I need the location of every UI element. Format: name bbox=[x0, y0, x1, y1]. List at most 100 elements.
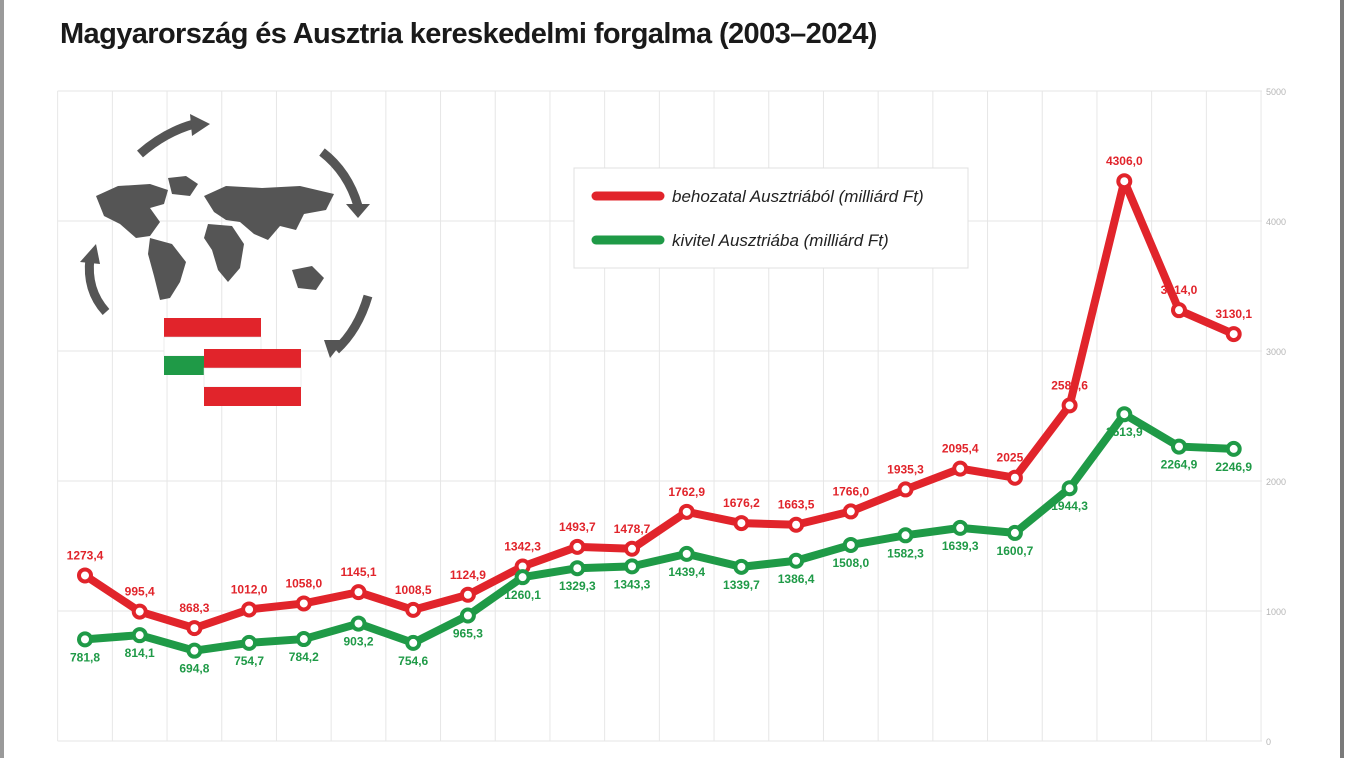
x-tick-label: 2004 bbox=[124, 755, 155, 758]
x-tick-label: 2014 bbox=[671, 755, 702, 758]
x-tick-label: 2005 bbox=[179, 755, 210, 758]
data-point-export bbox=[131, 627, 148, 644]
x-tick-label: 2010 bbox=[452, 755, 483, 758]
data-label-import: 4306,0 bbox=[1106, 154, 1143, 168]
x-tick-label: 2019 bbox=[945, 755, 976, 758]
data-point-import bbox=[77, 567, 93, 584]
y-tick-label: 2000 bbox=[1266, 477, 1286, 487]
data-label-export: 1439,4 bbox=[668, 565, 705, 579]
data-label-export: 754,7 bbox=[234, 654, 264, 668]
data-point-import bbox=[1225, 326, 1242, 343]
data-point-export bbox=[514, 569, 531, 586]
data-point-import bbox=[1116, 173, 1133, 190]
data-label-export: 1343,3 bbox=[614, 577, 651, 591]
x-tick-label: 2011 bbox=[507, 755, 538, 758]
x-tick-label: 2024 bbox=[1218, 755, 1249, 758]
chart-title: Magyarország és Ausztria kereskedelmi fo… bbox=[60, 18, 877, 50]
data-label-export: 1329,3 bbox=[559, 579, 596, 593]
data-label-export: 784,2 bbox=[289, 650, 319, 664]
data-point-export bbox=[624, 558, 640, 575]
data-point-export bbox=[405, 634, 422, 651]
x-tick-label: 2003 bbox=[69, 755, 100, 758]
data-label-import: 2025,4 bbox=[997, 451, 1034, 465]
series-line-import bbox=[81, 177, 1238, 633]
data-label-import: 1145,1 bbox=[340, 565, 376, 579]
data-point-export bbox=[350, 615, 367, 632]
data-point-import bbox=[788, 516, 805, 533]
data-label-export: 694,8 bbox=[179, 662, 209, 676]
data-point-export bbox=[241, 634, 258, 651]
frame-left-border bbox=[0, 0, 4, 758]
x-tick-label: 2016 bbox=[781, 755, 812, 758]
data-point-export bbox=[733, 558, 750, 575]
data-label-export: 1944,3 bbox=[1051, 499, 1088, 513]
x-tick-label: 2022 bbox=[1109, 755, 1140, 758]
data-label-export: 1508,0 bbox=[832, 556, 869, 570]
data-point-export bbox=[1061, 480, 1078, 497]
data-label-export: 965,3 bbox=[453, 627, 483, 641]
data-point-export bbox=[952, 519, 969, 536]
data-point-import bbox=[842, 503, 859, 520]
data-point-export bbox=[897, 527, 914, 544]
x-tick-label: 2009 bbox=[398, 755, 429, 758]
x-tick-label: 2020 bbox=[999, 755, 1030, 758]
data-label-export: 2513,9 bbox=[1106, 425, 1143, 439]
world-map-icon bbox=[96, 176, 334, 300]
data-label-import: 1935,3 bbox=[887, 462, 924, 476]
data-label-import: 1766,0 bbox=[832, 484, 869, 498]
legend-label-import: behozatal Ausztriából (milliárd Ft) bbox=[672, 187, 924, 206]
data-label-export: 903,2 bbox=[343, 635, 373, 649]
data-label-export: 1386,4 bbox=[778, 572, 815, 586]
data-point-export bbox=[1225, 440, 1242, 457]
data-label-import: 1012,0 bbox=[231, 582, 268, 596]
chart-legend: behozatal Ausztriából (milliárd Ft) kivi… bbox=[573, 167, 969, 269]
x-tick-label: 2007 bbox=[288, 755, 319, 758]
data-label-export: 781,8 bbox=[70, 650, 100, 664]
data-point-import bbox=[569, 538, 586, 555]
data-point-export bbox=[842, 536, 859, 553]
data-label-import: 1478,7 bbox=[614, 522, 651, 536]
x-tick-label: 2017 bbox=[835, 755, 866, 758]
data-label-import: 1762,9 bbox=[668, 485, 705, 499]
x-tick-label: 2012 bbox=[562, 755, 593, 758]
y-tick-label: 4000 bbox=[1266, 217, 1286, 227]
illustration bbox=[80, 114, 373, 406]
data-label-import: 1124,9 bbox=[450, 568, 486, 582]
x-tick-label: 2013 bbox=[616, 755, 647, 758]
data-point-export bbox=[1006, 524, 1023, 541]
data-point-import bbox=[131, 603, 148, 620]
data-point-export bbox=[569, 560, 586, 577]
y-tick-label: 3000 bbox=[1266, 347, 1286, 357]
data-point-import bbox=[1006, 469, 1023, 486]
x-tick-label: 2023 bbox=[1163, 755, 1194, 758]
x-tick-label: 2006 bbox=[234, 755, 265, 758]
series-line-export bbox=[81, 410, 1238, 655]
data-label-export: 754,6 bbox=[398, 654, 428, 668]
data-label-import: 3314,0 bbox=[1161, 283, 1198, 297]
data-point-export bbox=[459, 607, 476, 624]
arrow-heads bbox=[80, 114, 370, 358]
x-tick-label: 2021 bbox=[1054, 755, 1085, 758]
data-label-import: 1676,2 bbox=[723, 496, 760, 510]
data-point-import bbox=[186, 620, 203, 637]
circular-arrows-icon bbox=[84, 119, 373, 354]
data-point-import bbox=[241, 601, 258, 618]
data-label-export: 1582,3 bbox=[887, 546, 924, 560]
data-point-import bbox=[1171, 302, 1187, 319]
data-point-import bbox=[1061, 397, 1078, 414]
y-tick-label: 5000 bbox=[1266, 87, 1286, 97]
data-label-export: 814,1 bbox=[125, 646, 155, 660]
data-point-import bbox=[678, 503, 695, 520]
data-point-import bbox=[952, 460, 969, 477]
x-tick-label: 2008 bbox=[343, 755, 374, 758]
data-label-import: 1493,7 bbox=[559, 520, 596, 534]
data-point-import bbox=[295, 595, 312, 612]
data-point-export bbox=[295, 631, 312, 648]
data-label-export: 2246,9 bbox=[1215, 460, 1252, 474]
x-tick-label: 2015 bbox=[726, 755, 757, 758]
x-tick-label: 2018 bbox=[890, 755, 921, 758]
data-point-export bbox=[77, 631, 93, 648]
chart-series: 1273,4 995,4 868,3 1012,0 1058,0 1145,1 1008,5… bbox=[67, 154, 1253, 675]
data-label-import: 1008,5 bbox=[395, 583, 432, 597]
